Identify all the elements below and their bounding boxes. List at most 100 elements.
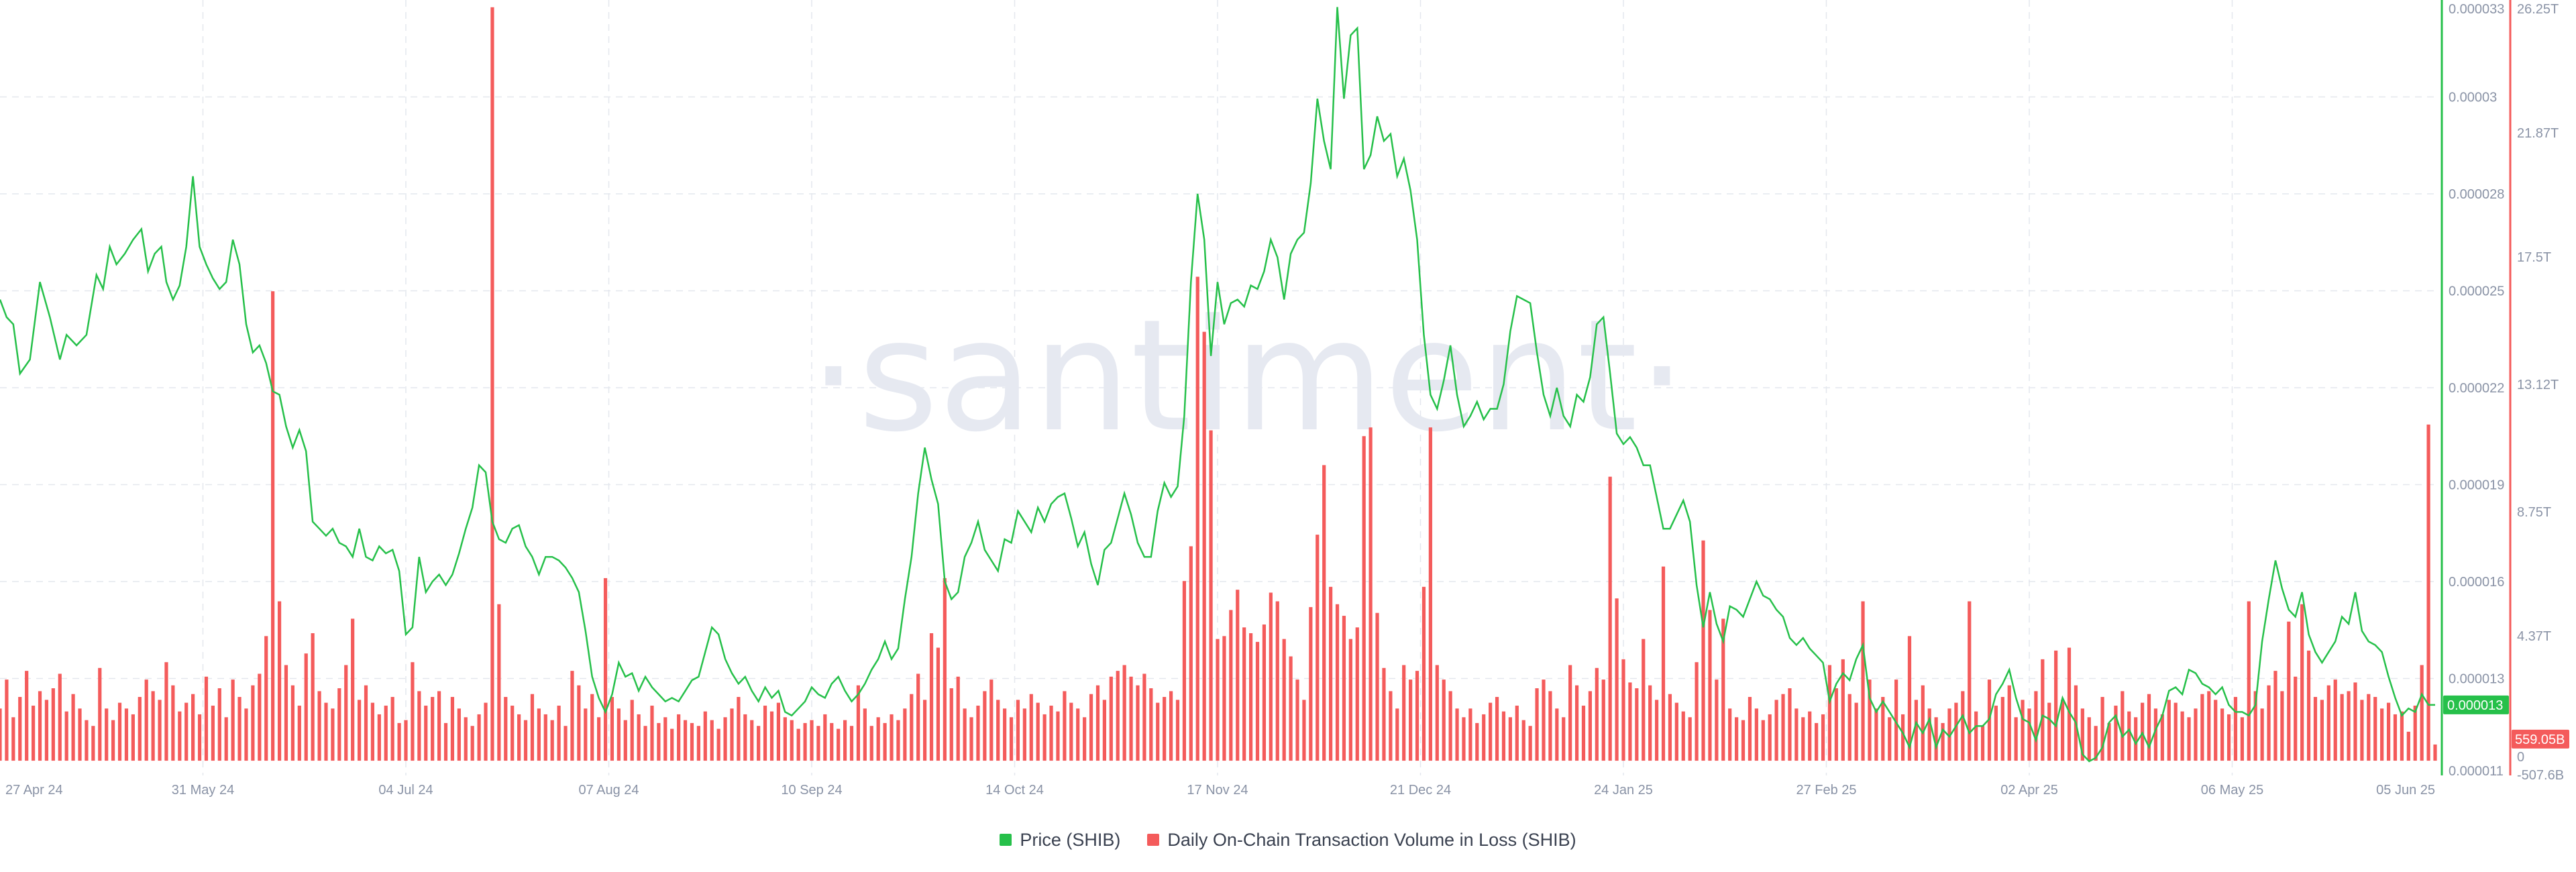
volume-bar — [2007, 685, 2011, 761]
volume-bar — [916, 673, 920, 761]
volume-tick-label: -507.6B — [2517, 768, 2564, 783]
volume-bar — [1894, 679, 1898, 761]
volume-bar — [2253, 691, 2257, 761]
volume-bar — [51, 688, 55, 761]
volume-bar — [2400, 711, 2404, 761]
volume-bar — [1029, 694, 1033, 761]
volume-bar — [2267, 685, 2271, 761]
volume-bar — [1994, 705, 1998, 761]
volume-bar — [351, 618, 355, 761]
volume-bar — [1409, 679, 1413, 761]
volume-bar — [1854, 702, 1858, 761]
volume-bar — [1202, 331, 1206, 761]
volume-bar — [1588, 691, 1593, 761]
volume-bar — [1834, 688, 1838, 761]
volume-bar — [530, 694, 535, 761]
volume-bar — [1980, 726, 1985, 761]
volume-bar — [1642, 639, 1646, 761]
volume-bar — [431, 697, 435, 761]
volume-bar — [590, 694, 594, 761]
volume-bar — [1668, 694, 1672, 761]
volume-bar — [1036, 702, 1040, 761]
volume-bar — [1861, 601, 1865, 761]
price-tick-label: 0.00003 — [2449, 91, 2497, 105]
volume-bar — [78, 708, 82, 761]
volume-bar — [237, 697, 241, 761]
volume-bar — [1568, 665, 1572, 761]
volume-bar — [2094, 726, 2098, 761]
price-tick-label: 0.000011 — [2449, 764, 2504, 779]
volume-bar — [477, 714, 481, 761]
volume-bar — [1022, 708, 1026, 761]
volume-bar — [943, 578, 947, 761]
x-tick-label: 27 Apr 24 — [5, 783, 63, 798]
volume-bar — [643, 726, 647, 761]
volume-tick-label: 26.25T — [2517, 2, 2559, 17]
volume-bar — [2087, 717, 2091, 761]
x-tick-label: 31 May 24 — [172, 783, 234, 798]
volume-bar — [1900, 714, 1905, 761]
volume-bar — [969, 717, 973, 761]
volume-bar — [1428, 427, 1432, 761]
volume-bar — [976, 705, 980, 761]
volume-bar — [1342, 616, 1346, 761]
volume-bar — [244, 708, 248, 761]
volume-bar — [2226, 714, 2231, 761]
volume-bar — [2260, 708, 2264, 761]
volume-bar — [1368, 427, 1373, 761]
volume-bar — [690, 722, 694, 761]
volume-bar — [178, 711, 182, 761]
volume-bar — [1508, 717, 1512, 761]
x-tick-label: 07 Aug 24 — [578, 783, 639, 798]
volume-bar — [730, 708, 734, 761]
volume-bar — [750, 720, 754, 761]
price-tick-label: 0.000025 — [2449, 284, 2504, 299]
price-tick-label: 0.000019 — [2449, 478, 2504, 493]
volume-bar — [2121, 691, 2125, 761]
volume-bar — [2306, 650, 2311, 761]
volume-bar — [1661, 566, 1666, 761]
volume-bar — [397, 722, 401, 761]
volume-bar — [98, 667, 102, 761]
volume-bar — [317, 691, 321, 761]
volume-bar — [584, 708, 588, 761]
volume-bar — [1934, 717, 1938, 761]
legend-item-price[interactable]: Price (SHIB) — [1000, 830, 1120, 851]
volume-bar — [1389, 691, 1393, 761]
x-axis-ticks: 27 Apr 24 31 May 24 04 Jul 24 07 Aug 24 10 S… — [5, 783, 2435, 798]
legend-item-volume[interactable]: Daily On-Chain Transaction Volume in Los… — [1147, 830, 1576, 851]
volume-bar — [158, 700, 162, 761]
volume-bar — [983, 691, 987, 761]
volume-bar — [1362, 436, 1366, 761]
volume-bar — [863, 708, 867, 761]
volume-bar — [1968, 601, 1972, 761]
volume-bar — [1688, 717, 1692, 761]
volume-bar — [1468, 708, 1472, 761]
volume-bar — [290, 685, 294, 761]
volume-bar — [1069, 702, 1073, 761]
volume-bar — [71, 694, 75, 761]
volume-bar — [603, 578, 608, 761]
volume-bar — [650, 705, 654, 761]
volume-bar — [623, 720, 627, 761]
volume-bar — [2373, 697, 2377, 761]
volume-bar — [1229, 610, 1233, 761]
volume-bar — [1236, 590, 1240, 761]
volume-bar — [284, 665, 288, 761]
volume-bar — [769, 711, 774, 761]
volume-bar — [1868, 679, 1872, 761]
grid-lines — [0, 0, 2435, 775]
volume-bar — [1628, 682, 1632, 761]
volume-bar — [936, 647, 941, 761]
volume-bar — [1269, 592, 1273, 761]
volume-bar — [830, 722, 834, 761]
volume-bar — [1608, 476, 1612, 761]
volume-bar — [2406, 731, 2410, 761]
volume-bar — [2107, 722, 2111, 761]
volume-bar — [2287, 621, 2291, 761]
volume-bar — [138, 697, 142, 761]
volume-bar — [2426, 424, 2430, 761]
volume-bar — [1169, 691, 1173, 761]
volume-bar — [570, 671, 574, 761]
volume-last-value: 559.05B — [2515, 732, 2565, 747]
